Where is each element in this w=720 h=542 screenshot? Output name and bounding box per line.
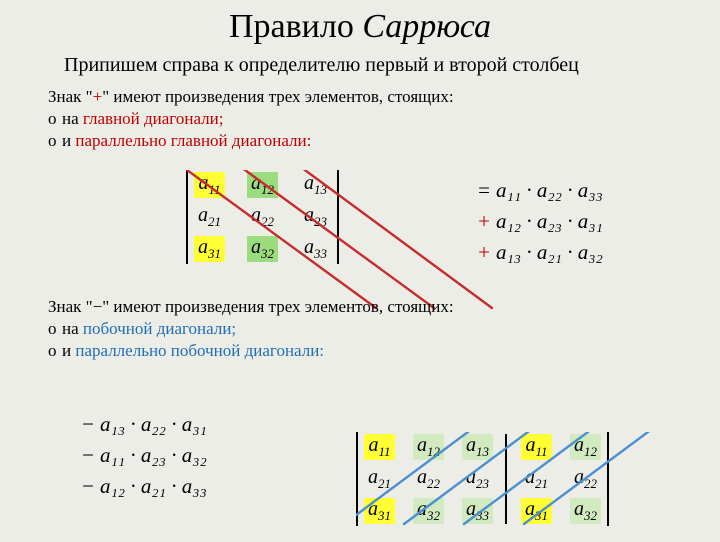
cell-a22: a22	[247, 204, 278, 230]
eq-op: =	[472, 178, 496, 203]
eq-op: −	[76, 474, 100, 499]
info-minus-line1: Знак "−" имеют произведения трех элемент…	[48, 296, 454, 318]
col1: a11 a21 a31	[194, 172, 225, 262]
eq: a₁₂ · a₂₃ · a₃₁	[496, 209, 603, 233]
eq-op: −	[76, 412, 100, 437]
plus-sign: +	[93, 87, 103, 106]
subtitle: Припишем справа к определителю первый и …	[64, 54, 604, 77]
info-plus: Знак "+" имеют произведения трех элемент…	[48, 86, 454, 152]
cell-a31: a31	[194, 236, 225, 262]
eq-op: +	[472, 240, 496, 265]
cell-a13: a13	[300, 172, 331, 198]
cell-a33: a33	[300, 236, 331, 262]
title-plain: Правило	[229, 8, 362, 45]
eq-op: −	[76, 443, 100, 468]
slide-title: Правило Саррюса	[0, 8, 720, 46]
info-plus-line2: oна главной диагонали;	[48, 108, 454, 130]
t: главной диагонали;	[83, 109, 224, 128]
equations-plus: =a₁₁ · a₂₂ · a₃₃ +a₁₂ · a₂₃ · a₃₁ +a₁₃ ·…	[472, 178, 603, 271]
t: и	[62, 131, 75, 150]
cell-a32: a32	[247, 236, 278, 262]
col3: a13 a23 a33	[300, 172, 331, 262]
cell-a11: a11	[194, 172, 224, 198]
t: на	[62, 109, 83, 128]
eq: a₁₂ · a₂₁ · a₃₃	[100, 474, 207, 498]
cell-a21: a21	[194, 204, 225, 230]
matrix-1: a11 a21 a31 a12 a22 a32 a13 a23 a33	[186, 170, 339, 264]
t: " имеют произведения трех элементов, сто…	[102, 87, 453, 106]
eq: a₁₁ · a₂₃ · a₃₂	[100, 443, 207, 467]
matrix-2: a11 a21 a31 a12 a22 a32 a13 a23 a33 a11 …	[356, 432, 609, 526]
eq: a₁₃ · a₂₂ · a₃₁	[100, 412, 207, 436]
title-italic: Саррюса	[362, 8, 491, 45]
info-plus-line3: oи параллельно главной диагонали:	[48, 130, 454, 152]
t: Знак "	[48, 87, 93, 106]
eq: a₁₃ · a₂₁ · a₃₂	[496, 240, 603, 264]
t: параллельно побочной диагонали:	[75, 341, 324, 360]
info-minus-line2: oна побочной диагонали;	[48, 318, 454, 340]
info-minus-line3: oи параллельно побочной диагонали:	[48, 340, 454, 362]
t: на	[62, 319, 83, 338]
info-plus-line1: Знак "+" имеют произведения трех элемент…	[48, 86, 454, 108]
equations-minus: −a₁₃ · a₂₂ · a₃₁ −a₁₁ · a₂₃ · a₃₂ −a₁₂ ·…	[76, 412, 207, 505]
cell-a12: a12	[247, 172, 278, 198]
cell-a23: a23	[300, 204, 331, 230]
col2: a12 a22 a32	[247, 172, 278, 262]
t: параллельно главной диагонали:	[75, 131, 311, 150]
t: и	[62, 341, 75, 360]
info-minus: Знак "−" имеют произведения трех элемент…	[48, 296, 454, 362]
t: побочной диагонали;	[83, 319, 236, 338]
eq-op: +	[472, 209, 496, 234]
eq: a₁₁ · a₂₂ · a₃₃	[496, 178, 603, 202]
